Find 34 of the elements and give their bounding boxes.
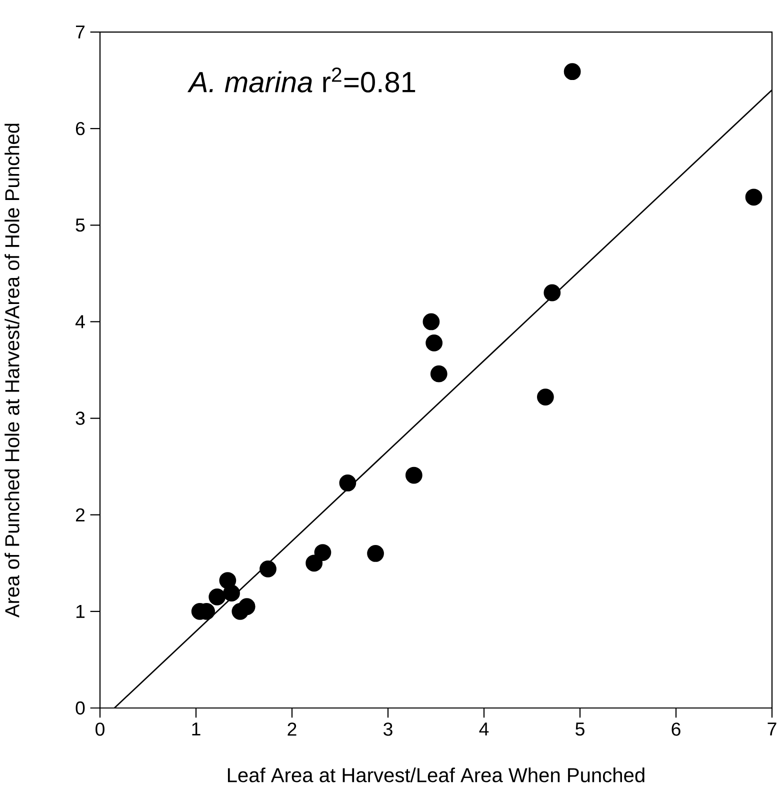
annotation: A. marina r$^{2}$=0.81: [187, 68, 416, 92]
x-tick-label: 4: [479, 722, 489, 736]
y-tick-label: 5: [76, 218, 85, 232]
x-tick-label: 1: [192, 722, 200, 736]
x-tick-label: 3: [384, 722, 392, 736]
point: [536, 388, 554, 406]
point: [339, 474, 356, 492]
y-tick-label: 1: [76, 605, 85, 618]
point: [422, 313, 440, 330]
y-tick-label: 2: [76, 508, 84, 522]
point: [306, 554, 323, 572]
point: [238, 598, 256, 616]
y-tick-label: 7: [76, 26, 84, 38]
x-axis-title: Leaf Area at Harvest/Leaf Area When Punched: [228, 768, 644, 782]
point: [208, 588, 226, 606]
y-tick-label: 0: [76, 701, 85, 715]
point: [426, 334, 443, 352]
x-tick-label: 6: [672, 722, 680, 736]
point: [405, 466, 422, 484]
x-tick-label: 5: [576, 722, 584, 736]
y-tick-label: 6: [76, 122, 85, 136]
point: [564, 63, 581, 80]
x-tick-label: 2: [288, 722, 296, 736]
y-tick-label: 3: [76, 412, 85, 425]
x-tick-label: 7: [768, 722, 776, 736]
y-tick-label: 4: [75, 315, 85, 328]
point: [260, 560, 276, 578]
x-tick-label: 0: [96, 722, 104, 736]
point: [430, 365, 448, 382]
point: [314, 544, 332, 561]
point: [544, 284, 561, 302]
point: [367, 545, 384, 562]
point: [223, 584, 240, 602]
y-axis-title: Area of Punched Hole at Harvest/Area of Hole Punched: [4, 124, 20, 618]
